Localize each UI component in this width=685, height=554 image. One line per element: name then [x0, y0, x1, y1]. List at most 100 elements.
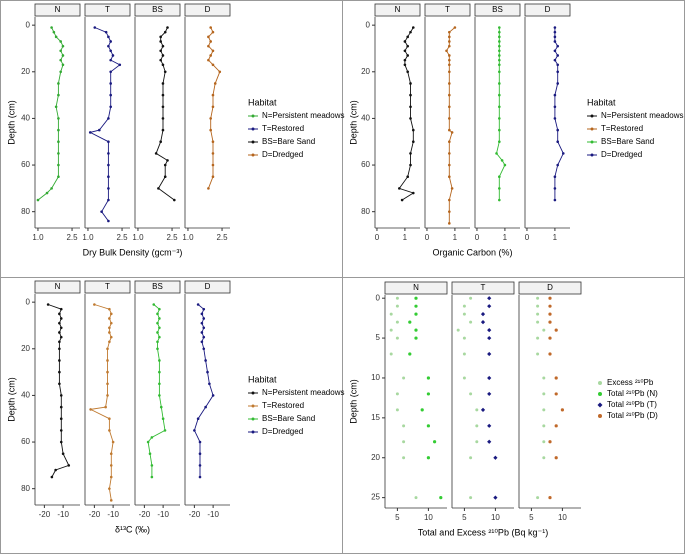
point [448, 140, 451, 144]
total-point [487, 296, 492, 301]
legend-label: Excess ²¹⁰Pb [607, 378, 654, 387]
excess-point [536, 352, 540, 356]
point [109, 312, 113, 316]
x-tick-label: 2.5 [66, 233, 78, 242]
y-tick-label: 15 [371, 413, 380, 422]
point [207, 44, 210, 48]
point [498, 117, 501, 120]
point [409, 163, 412, 167]
point [57, 93, 60, 97]
point [146, 440, 150, 444]
point [553, 58, 557, 62]
point [206, 370, 209, 374]
point [209, 54, 212, 57]
point [209, 117, 212, 120]
excess-point [542, 408, 546, 412]
point [54, 35, 58, 39]
x-axis-label: Organic Carbon (%) [432, 247, 512, 257]
facet-label: D [205, 5, 211, 14]
point [61, 63, 65, 67]
facet-strip [34, 3, 81, 17]
excess-point [469, 320, 473, 324]
total-point [439, 496, 443, 500]
point [108, 340, 111, 344]
point [57, 175, 60, 179]
point [118, 63, 122, 67]
profile-line [496, 27, 506, 200]
point [556, 54, 560, 57]
point [409, 105, 412, 109]
point [158, 326, 161, 330]
excess-point [402, 440, 406, 444]
point [498, 26, 501, 29]
facet-strip [451, 281, 515, 295]
point [161, 105, 165, 109]
y-tick-label: 80 [21, 484, 30, 493]
panel: 0 20 40 60 80 Depth (cm) Dry Bulk Density (gcm… [6, 3, 344, 257]
x-tick-label: 10 [424, 513, 433, 522]
y-tick-label: 20 [21, 67, 30, 76]
facet-label: N [413, 283, 419, 292]
total-point [433, 440, 437, 444]
point [448, 44, 451, 48]
legend-marker [590, 114, 594, 118]
point [158, 359, 161, 362]
legend-marker [590, 140, 594, 144]
point [211, 163, 215, 167]
point [448, 63, 451, 67]
legend-label: D=Dredged [262, 427, 303, 436]
point [59, 40, 62, 43]
excess-point [395, 320, 399, 324]
point [166, 159, 169, 162]
point [498, 105, 501, 109]
point [100, 210, 103, 213]
facet-strip [134, 280, 181, 294]
point [159, 49, 162, 53]
point [207, 35, 210, 39]
excess-point [389, 352, 393, 356]
x-tick-label: -10 [107, 510, 119, 519]
point [198, 464, 202, 467]
x-tick-label: -10 [157, 510, 169, 519]
point [202, 317, 206, 320]
point [196, 303, 200, 306]
point [553, 198, 557, 202]
facet-label: N [55, 5, 61, 14]
point [211, 105, 215, 109]
point [163, 30, 167, 34]
point [553, 117, 557, 120]
total-point [548, 440, 552, 444]
legend-label: N=Persistent meadows [262, 111, 344, 120]
point [209, 40, 212, 43]
point [59, 335, 63, 339]
point [411, 128, 415, 132]
excess-point [542, 440, 546, 444]
point [161, 54, 165, 57]
point [553, 175, 557, 179]
point [553, 93, 557, 97]
x-tick-label: 10 [491, 513, 500, 522]
point [89, 408, 92, 411]
facet-label: D [547, 283, 553, 292]
point [59, 49, 62, 53]
point [448, 93, 451, 97]
point [448, 82, 451, 85]
point [498, 128, 501, 132]
point [57, 163, 60, 167]
x-tick-label: -20 [139, 510, 151, 519]
point [166, 26, 169, 29]
excess-point [542, 376, 546, 380]
point [453, 26, 457, 29]
excess-point [462, 336, 466, 340]
point [211, 63, 215, 67]
point [109, 93, 112, 97]
point [556, 44, 560, 48]
legend-marker [590, 127, 594, 131]
point [409, 152, 412, 155]
point [556, 70, 560, 74]
point [158, 370, 161, 374]
point [161, 82, 165, 85]
point [104, 405, 107, 409]
point [209, 128, 212, 132]
point [58, 321, 61, 325]
